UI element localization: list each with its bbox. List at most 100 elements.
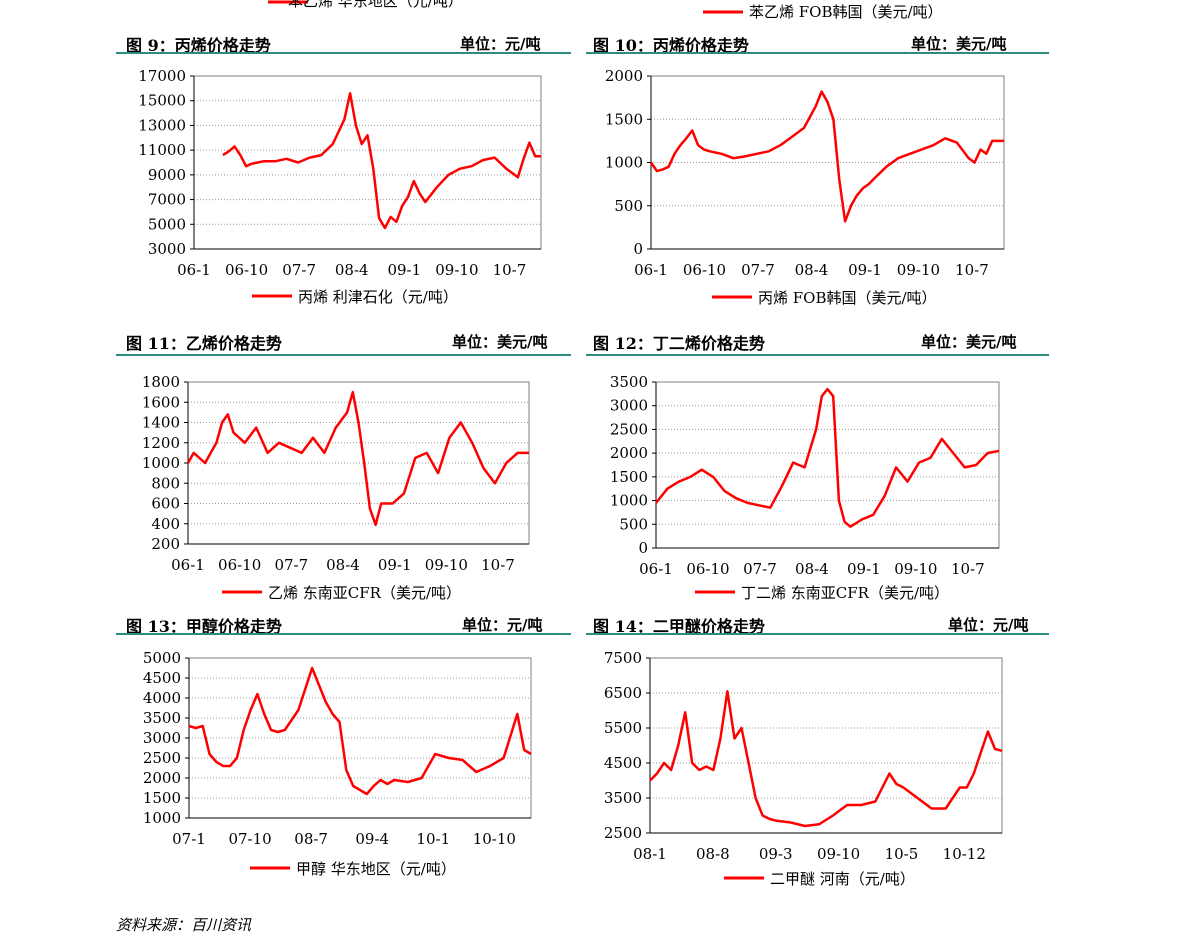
plot-frame xyxy=(649,657,1003,834)
panel-rule-12 xyxy=(586,354,1049,356)
panel-title-14: 图 14：二甲醚价格走势 xyxy=(593,617,765,636)
x-tick-label: 09-1 xyxy=(847,560,881,578)
legend-label: 乙烯 东南亚CFR（美元/吨） xyxy=(268,584,461,602)
panel-title-10: 图 10：丙烯价格走势 xyxy=(593,36,749,55)
y-tick-label: 15000 xyxy=(138,92,186,110)
panel-rule-13 xyxy=(116,633,571,635)
x-tick-label: 06-10 xyxy=(225,261,268,279)
top-legend-right: 苯乙烯 FOB韩国（美元/吨） xyxy=(703,3,943,21)
y-tick-label: 5500 xyxy=(604,719,642,737)
y-tick-label: 1500 xyxy=(605,110,643,128)
y-tick-label: 400 xyxy=(151,515,180,533)
panel-title-13: 图 13：甲醇价格走势 xyxy=(126,617,282,636)
panel-unit-10: 单位：美元/吨 xyxy=(911,35,1007,53)
x-tick-label: 07-7 xyxy=(741,261,775,279)
y-tick-label: 6500 xyxy=(604,684,642,702)
series-line xyxy=(222,92,541,230)
x-tick-label: 06-1 xyxy=(171,556,205,574)
plot-frame xyxy=(187,381,530,545)
y-tick-label: 500 xyxy=(619,515,648,533)
y-tick-label: 5000 xyxy=(148,215,186,233)
x-tick-label: 09-4 xyxy=(355,830,389,848)
x-tick-label: 08-1 xyxy=(633,845,667,863)
series-line xyxy=(649,90,1004,223)
legend-label: 丁二烯 东南亚CFR（美元/吨） xyxy=(741,584,949,602)
y-tick-label: 4500 xyxy=(604,754,642,772)
series-line xyxy=(186,390,529,527)
x-tick-label: 06-1 xyxy=(177,261,211,279)
x-tick-label: 10-1 xyxy=(416,830,450,848)
y-tick-label: 1600 xyxy=(142,393,180,411)
y-tick-label: 2000 xyxy=(143,769,181,787)
y-tick-label: 13000 xyxy=(138,116,186,134)
top-legend-left: 苯乙烯 华东地区（元/吨） xyxy=(268,0,463,10)
x-tick-label: 08-4 xyxy=(335,261,369,279)
panel-rule-11 xyxy=(116,354,571,356)
y-tick-label: 1500 xyxy=(610,468,648,486)
y-tick-label: 1000 xyxy=(610,492,648,510)
x-tick-label: 07-1 xyxy=(172,830,206,848)
y-tick-label: 3500 xyxy=(610,373,648,391)
y-tick-label: 1000 xyxy=(143,809,181,827)
legend-label: 丙烯 利津石化（元/吨） xyxy=(298,288,458,306)
x-tick-label: 09-1 xyxy=(387,261,421,279)
x-tick-label: 08-8 xyxy=(696,845,730,863)
panel-rule-10 xyxy=(586,52,1049,54)
series-line xyxy=(188,666,532,796)
y-tick-label: 0 xyxy=(638,539,648,557)
x-tick-label: 09-10 xyxy=(897,261,940,279)
y-tick-label: 11000 xyxy=(138,141,186,159)
x-tick-label: 08-4 xyxy=(795,261,829,279)
y-tick-label: 200 xyxy=(151,535,180,553)
y-tick-label: 3500 xyxy=(604,789,642,807)
y-tick-label: 1400 xyxy=(142,414,180,432)
panel-title-11: 图 11：乙烯价格走势 xyxy=(126,334,282,353)
x-tick-label: 09-1 xyxy=(848,261,882,279)
panel-unit-11: 单位：美元/吨 xyxy=(452,333,548,351)
y-tick-label: 1800 xyxy=(142,373,180,391)
x-tick-label: 10-5 xyxy=(885,845,919,863)
y-tick-label: 2000 xyxy=(605,67,643,85)
x-tick-label: 09-10 xyxy=(817,845,860,863)
y-tick-label: 4500 xyxy=(143,669,181,687)
y-tick-label: 9000 xyxy=(148,166,186,184)
x-tick-label: 07-7 xyxy=(282,261,316,279)
panel-rule-14 xyxy=(586,633,1049,635)
y-tick-label: 3500 xyxy=(143,709,181,727)
series-line xyxy=(655,387,1000,528)
x-tick-label: 09-10 xyxy=(425,556,468,574)
panel-unit-13: 单位：元/吨 xyxy=(462,616,543,634)
x-tick-label: 07-10 xyxy=(228,830,271,848)
y-tick-label: 3000 xyxy=(143,729,181,747)
x-tick-label: 10-10 xyxy=(473,830,516,848)
y-tick-label: 1000 xyxy=(605,154,643,172)
y-tick-label: 7000 xyxy=(148,191,186,209)
x-tick-label: 06-10 xyxy=(218,556,261,574)
plot-frame xyxy=(650,75,1005,250)
y-tick-label: 7500 xyxy=(604,649,642,667)
y-tick-label: 4000 xyxy=(143,689,181,707)
x-tick-label: 08-7 xyxy=(294,830,328,848)
y-tick-label: 800 xyxy=(151,474,180,492)
top-legend-right-text: 苯乙烯 FOB韩国（美元/吨） xyxy=(749,3,943,21)
y-tick-label: 17000 xyxy=(138,67,186,85)
x-tick-label: 09-1 xyxy=(378,556,412,574)
x-tick-label: 10-7 xyxy=(951,560,985,578)
top-legend-left-text: 苯乙烯 华东地区（元/吨） xyxy=(288,0,463,10)
source-note: 资料来源：百川资讯 xyxy=(116,916,252,934)
y-tick-label: 3000 xyxy=(148,240,186,258)
y-tick-label: 5000 xyxy=(143,649,181,667)
x-tick-label: 10-12 xyxy=(943,845,986,863)
panel-unit-12: 单位：美元/吨 xyxy=(921,333,1017,351)
plot-frame xyxy=(193,75,542,250)
x-tick-label: 10-7 xyxy=(493,261,527,279)
y-tick-label: 0 xyxy=(633,240,643,258)
panel-unit-14: 单位：元/吨 xyxy=(948,616,1029,634)
y-tick-label: 2500 xyxy=(610,420,648,438)
